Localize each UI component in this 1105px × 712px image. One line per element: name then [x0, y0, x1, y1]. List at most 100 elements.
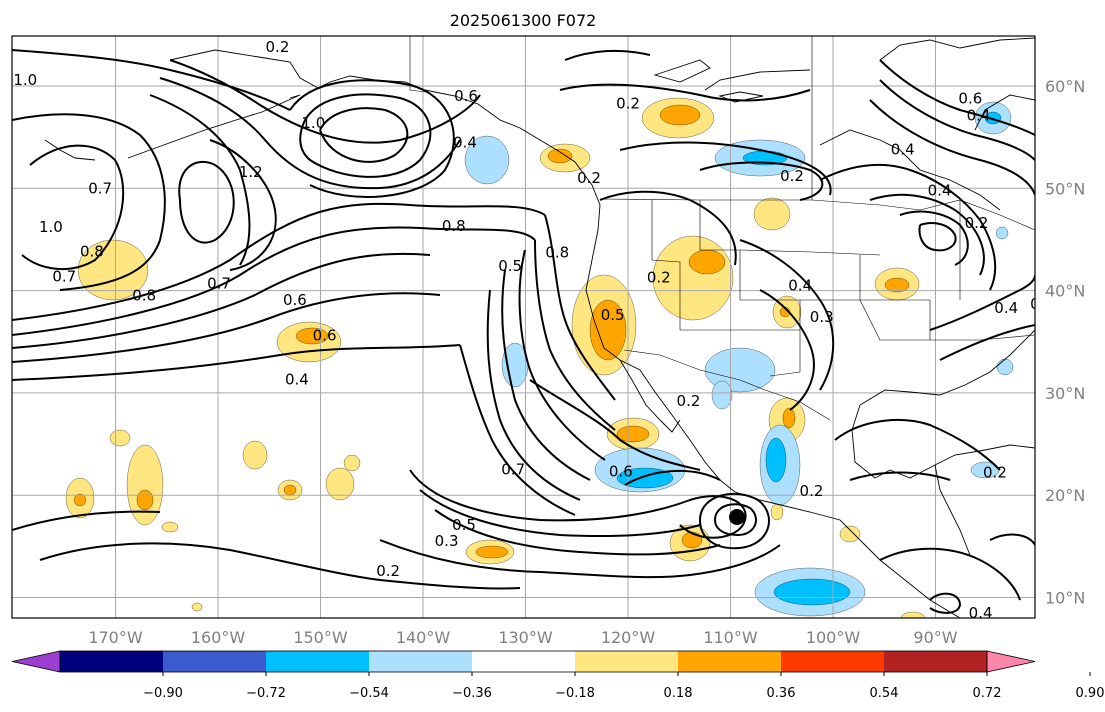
- contour-line: [739, 239, 835, 391]
- contour-label: 0.5: [452, 516, 476, 534]
- contour-label: 0.4: [967, 107, 991, 125]
- colorbar-tick-label: −0.54: [349, 686, 389, 701]
- colorbar-tick-label: 0.18: [664, 686, 693, 701]
- contour-label: 0.4: [285, 371, 309, 389]
- longitude-label: 140°W: [396, 628, 451, 647]
- contour-label: 0.2: [577, 169, 601, 187]
- contour-line: [178, 160, 235, 244]
- contour-line: [989, 533, 1035, 546]
- latitude-labels: 60°N 50°N 40°N 30°N 20°N 10°N: [1045, 77, 1085, 608]
- contour-line: [559, 83, 811, 102]
- anomaly-patch: [753, 197, 791, 231]
- border-line: [599, 198, 881, 206]
- contour-line: [834, 419, 1001, 471]
- contour-line: [486, 289, 581, 501]
- longitude-label: 130°W: [498, 628, 553, 647]
- contour-label: 0.7: [52, 267, 76, 285]
- colorbar-segment: [266, 651, 370, 672]
- border-line: [699, 200, 741, 300]
- contour-label: 0.4: [788, 276, 812, 294]
- colorbar-tick-label: 0.90: [1076, 686, 1105, 701]
- colorbar: −0.90 −0.72 −0.54 −0.36 −0.18 0.18 0.36 0.54 0.7…: [11, 650, 1105, 701]
- latitude-label: 30°N: [1045, 384, 1085, 403]
- colorbar-segment: [575, 651, 679, 672]
- contour-line: [21, 144, 125, 271]
- contour-line: [12, 292, 441, 363]
- contour-label: 0.2: [983, 464, 1007, 482]
- contour-label: 0.2: [266, 38, 290, 56]
- contour-labels: 0.21.00.6 0.21.00.41.20.70.20.81.00.8 0.80…: [13, 38, 1035, 622]
- anomaly-patch: [773, 578, 851, 606]
- coastline: [819, 129, 1001, 211]
- coastline: [424, 89, 601, 231]
- anomaly-patch: [995, 226, 1009, 240]
- contour-line: [319, 107, 409, 163]
- contour-line: [299, 93, 432, 178]
- colorbar-segment: [781, 651, 885, 672]
- contour-label: 0.8: [545, 244, 569, 262]
- contour-label: 0.4: [928, 181, 952, 199]
- anomaly-patch: [782, 407, 796, 429]
- anomaly-patch: [589, 299, 627, 361]
- contour-label: 0.6: [313, 327, 337, 345]
- anomaly-patch: [996, 358, 1014, 376]
- border-line: [769, 300, 801, 377]
- contour-label: 0.2: [677, 392, 701, 410]
- contour-line: [159, 77, 461, 190]
- contour-lines: [12, 49, 1035, 614]
- contour-label: 0.2: [616, 94, 640, 112]
- contour-line: [39, 542, 521, 590]
- map-area: 0.21.00.6 0.21.00.41.20.70.20.81.00.8 0.80…: [12, 36, 1035, 622]
- contour-label: 0.6: [283, 291, 307, 309]
- coastline: [851, 329, 1035, 479]
- coastline: [619, 359, 681, 433]
- contour-line: [529, 379, 701, 471]
- contour-label: 1.0: [13, 71, 37, 89]
- contour-label: 0.4: [994, 299, 1018, 317]
- contour-label: 0.3: [435, 532, 459, 550]
- border-line: [651, 200, 681, 330]
- anomaly-patch: [191, 602, 203, 612]
- contour-line: [564, 49, 651, 61]
- map-frame: [11, 35, 1036, 619]
- colorbar-segment: [884, 651, 988, 672]
- contour-line: [12, 113, 166, 291]
- latitude-label: 20°N: [1045, 486, 1085, 505]
- contour-line: [534, 239, 616, 431]
- contour-label: 0.4: [453, 133, 477, 151]
- anomaly-patch: [839, 525, 861, 543]
- contour-label: 0.2: [800, 482, 824, 500]
- colorbar-segment: [678, 651, 782, 672]
- anomaly-patch: [325, 467, 355, 501]
- contour-line: [599, 190, 737, 266]
- contour-line: [12, 226, 536, 336]
- anomaly-patch: [688, 249, 726, 275]
- contour-label: 1.2: [239, 163, 263, 181]
- anomaly-patch: [770, 503, 784, 521]
- storm-marker-icon: [729, 509, 745, 525]
- longitude-label: 90°W: [913, 628, 957, 647]
- contour-line: [12, 252, 431, 349]
- contour-line: [819, 163, 997, 291]
- contour-label: 0.4: [891, 140, 915, 158]
- contour-label: 0.6: [958, 89, 982, 107]
- contour-label: 0.5: [498, 257, 522, 275]
- contour-line: [209, 139, 277, 271]
- contour-label: 0.8: [442, 217, 466, 235]
- contour-line: [379, 539, 781, 579]
- contour-label: 0.4: [969, 604, 993, 622]
- contour-label: 0.2: [965, 214, 989, 232]
- anomaly-patch: [475, 545, 509, 559]
- coastline: [127, 94, 301, 159]
- latitude-label: 10°N: [1045, 589, 1085, 608]
- longitude-label: 170°W: [88, 628, 143, 647]
- coastline: [974, 94, 1035, 131]
- contour-line: [699, 492, 770, 550]
- colorbar-frame: [59, 650, 988, 673]
- coastlines: [44, 37, 1035, 618]
- anomaly-patch: [900, 611, 926, 618]
- latitude-label: 50°N: [1045, 179, 1085, 198]
- colorbar-segment: [369, 651, 473, 672]
- coastline: [704, 69, 811, 91]
- contour-label: 0.2: [376, 562, 400, 580]
